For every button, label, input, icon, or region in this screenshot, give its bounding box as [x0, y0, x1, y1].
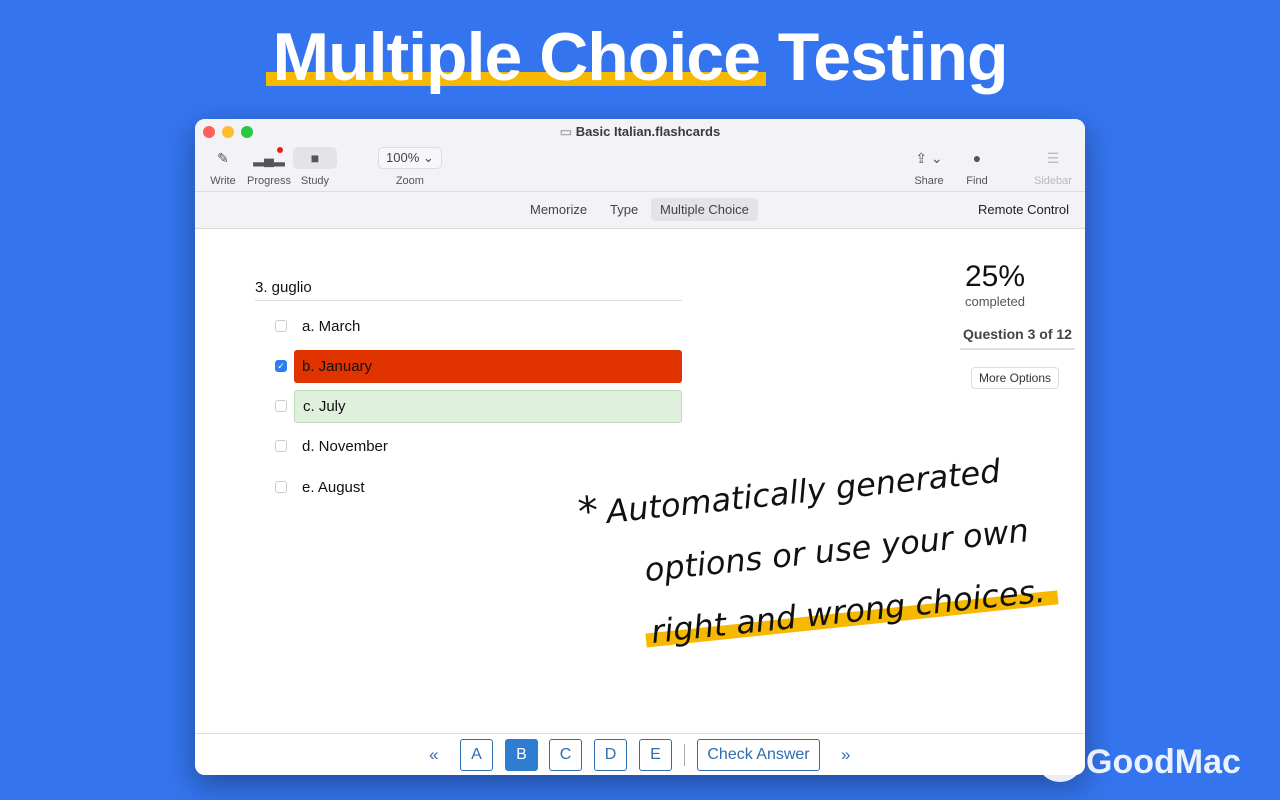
- tab-multiple-choice[interactable]: Multiple Choice: [651, 198, 758, 221]
- zoom-dropdown[interactable]: 100% ⌄: [378, 147, 442, 169]
- headline: Multiple Choice Testing: [0, 18, 1280, 96]
- checkbox-checked[interactable]: ✓: [275, 360, 287, 372]
- answer-e-button[interactable]: E: [639, 739, 672, 771]
- tab-type[interactable]: Type: [610, 202, 639, 217]
- minimize-button[interactable]: [222, 126, 234, 138]
- checkbox[interactable]: [275, 320, 287, 332]
- answer-c-button[interactable]: C: [549, 739, 582, 771]
- answer-a-button[interactable]: A: [460, 739, 493, 771]
- zoom-window-button[interactable]: [241, 126, 253, 138]
- more-options-button[interactable]: More Options: [970, 367, 1059, 389]
- write-label: Write: [210, 175, 236, 187]
- checkbox[interactable]: [275, 400, 287, 412]
- search-icon: ●: [972, 150, 982, 166]
- app-window: ▭ Basic Italian.flashcards ✎ Write ▂▄▂ Pro…: [195, 119, 1085, 775]
- previous-button[interactable]: «: [429, 745, 439, 764]
- divider: [684, 744, 685, 766]
- answer-d-button[interactable]: D: [594, 739, 627, 771]
- question-counter: Question 3 of 12: [960, 326, 1075, 350]
- logo-text: GoodMac: [1086, 742, 1241, 781]
- find-button[interactable]: ● Find: [957, 147, 997, 187]
- write-button[interactable]: ✎ Write: [203, 147, 243, 188]
- titlebar: ▭ Basic Italian.flashcards ✎ Write ▂▄▂ Pro…: [195, 119, 1085, 229]
- find-label: Find: [966, 175, 988, 187]
- option-label[interactable]: d. November: [302, 438, 388, 455]
- zoom-label: Zoom: [395, 175, 424, 187]
- option-label-correct[interactable]: c. July: [294, 390, 682, 423]
- percent-completed: 25%: [964, 260, 1026, 293]
- option-d[interactable]: d. November: [275, 430, 682, 463]
- option-a[interactable]: a. March: [275, 310, 682, 343]
- headline-rest: Testing: [759, 19, 1009, 95]
- chevron-down-icon: ⌄: [422, 150, 434, 165]
- checkbox[interactable]: [275, 440, 287, 452]
- next-button[interactable]: »: [841, 745, 851, 764]
- window-title-text: Basic Italian.flashcards: [575, 124, 721, 139]
- headline-highlighted: Multiple Choice: [272, 19, 760, 95]
- study-button[interactable]: ■ Study: [293, 147, 337, 187]
- progress-button[interactable]: ▂▄▂ Progress: [247, 147, 291, 187]
- bar-chart-icon: ▂▄▂: [249, 147, 289, 169]
- notification-dot: [277, 147, 284, 153]
- sidebar-button[interactable]: ☰ Sidebar: [1033, 147, 1073, 188]
- option-label[interactable]: a. March: [302, 318, 361, 335]
- close-button[interactable]: [203, 126, 215, 138]
- progress-label: Progress: [247, 175, 292, 187]
- window-title: ▭ Basic Italian.flashcards: [195, 124, 1085, 140]
- check-answer-button[interactable]: Check Answer: [697, 739, 820, 771]
- remote-control-button[interactable]: Remote Control: [977, 202, 1069, 217]
- handwritten-annotation: * Automatically generated options or use …: [576, 434, 1048, 665]
- option-label-wrong[interactable]: b. January: [294, 350, 682, 383]
- checkbox[interactable]: [275, 481, 287, 493]
- document-icon: ▭: [559, 124, 576, 139]
- sidebar-label: Sidebar: [1034, 175, 1072, 187]
- option-label[interactable]: e. August: [302, 479, 365, 496]
- share-icon: ⇪ ⌄: [915, 149, 943, 166]
- option-b[interactable]: ✓ b. January: [275, 350, 682, 383]
- mode-bar: Memorize Type Multiple Choice Remote Con…: [195, 191, 1085, 229]
- write-icon: ✎: [217, 149, 229, 166]
- tab-memorize[interactable]: Memorize: [530, 202, 588, 217]
- completed-label: completed: [965, 294, 1025, 309]
- list-icon: ☰: [1046, 149, 1060, 166]
- share-button[interactable]: ⇪ ⌄ Share: [909, 147, 949, 188]
- zoom-value: 100%: [386, 150, 420, 165]
- answer-bar: « A B C D E Check Answer »: [195, 733, 1085, 775]
- zoom-control[interactable]: 100% ⌄ Zoom: [378, 147, 442, 187]
- study-label: Study: [300, 175, 330, 187]
- logo-mascot-icon: [1038, 742, 1082, 782]
- answer-b-button[interactable]: B: [505, 739, 538, 771]
- share-label: Share: [914, 175, 944, 187]
- stop-icon: ■: [293, 147, 337, 169]
- question-text: 3. guglio: [255, 279, 682, 301]
- option-e[interactable]: e. August: [275, 471, 682, 504]
- goodmac-logo: GoodMac: [1038, 742, 1241, 782]
- option-c[interactable]: c. July: [275, 390, 682, 423]
